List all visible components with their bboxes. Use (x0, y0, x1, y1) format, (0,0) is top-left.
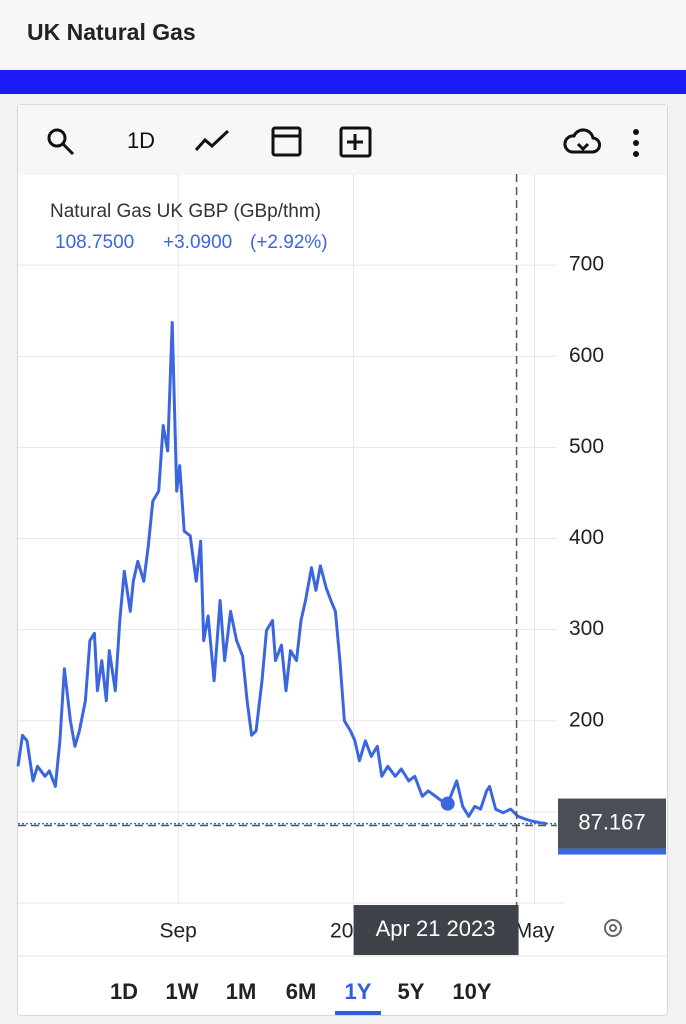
price-box (558, 798, 666, 849)
gear (604, 919, 622, 937)
range-button[interactable]: 6M (286, 979, 317, 1004)
dot (633, 129, 639, 135)
change-pct: (+2.92%) (250, 232, 328, 253)
range-button[interactable]: 1Y (345, 979, 372, 1004)
interval-button[interactable]: 1D (127, 128, 155, 153)
chart: 100200300400500600700Sep2023May87.167Apr… (16, 174, 666, 955)
calendar-icon[interactable] (271, 126, 302, 157)
range-underline (335, 1011, 381, 1015)
crosshair-label: Apr 21 2023 (376, 916, 496, 941)
range-button[interactable]: 1W (166, 979, 199, 1004)
add-icon[interactable] (339, 126, 372, 158)
search-handle (61, 142, 75, 156)
dot (633, 151, 639, 157)
range-button[interactable]: 10Y (452, 979, 491, 1004)
blue-bar (0, 70, 686, 94)
search-icon[interactable] (47, 128, 67, 148)
price-box-accent (558, 848, 666, 855)
marker (440, 796, 455, 811)
download-icon[interactable] (563, 128, 601, 154)
y-tick-label: 700 (569, 253, 604, 276)
range-buttons: 1D 1W 1M 6M 1Y 5Y 10Y (110, 979, 492, 1015)
price-line (16, 321, 547, 826)
dot (633, 140, 639, 146)
change: +3.0900 (163, 232, 232, 253)
download-arrow (576, 142, 590, 152)
price-label: 87.167 (578, 809, 645, 834)
last-value: 108.7500 (55, 232, 134, 253)
range-button[interactable]: 1M (226, 979, 257, 1004)
more-icon[interactable] (633, 129, 639, 157)
header-title: UK Natural Gas (27, 19, 196, 45)
x-tick-label: May (515, 920, 555, 943)
toolbar-icons (47, 126, 601, 158)
settings-icon[interactable] (604, 919, 622, 937)
range-button[interactable]: 5Y (398, 979, 425, 1004)
gear-hub (609, 924, 617, 932)
line-icon[interactable] (194, 129, 230, 152)
y-tick-label: 600 (569, 344, 604, 367)
y-tick-label: 200 (569, 708, 604, 731)
y-tick-label: 500 (569, 435, 604, 458)
range-button[interactable]: 1D (110, 979, 138, 1004)
y-tick-label: 400 (569, 526, 604, 549)
chart-card (17, 104, 668, 1016)
chart-title: Natural Gas UK GBP (GBp/thm) (50, 201, 321, 222)
crosshair-box (353, 905, 519, 955)
y-tick-label: 300 (569, 617, 604, 640)
x-tick-label: Sep (160, 920, 197, 943)
header-bar (0, 0, 686, 68)
